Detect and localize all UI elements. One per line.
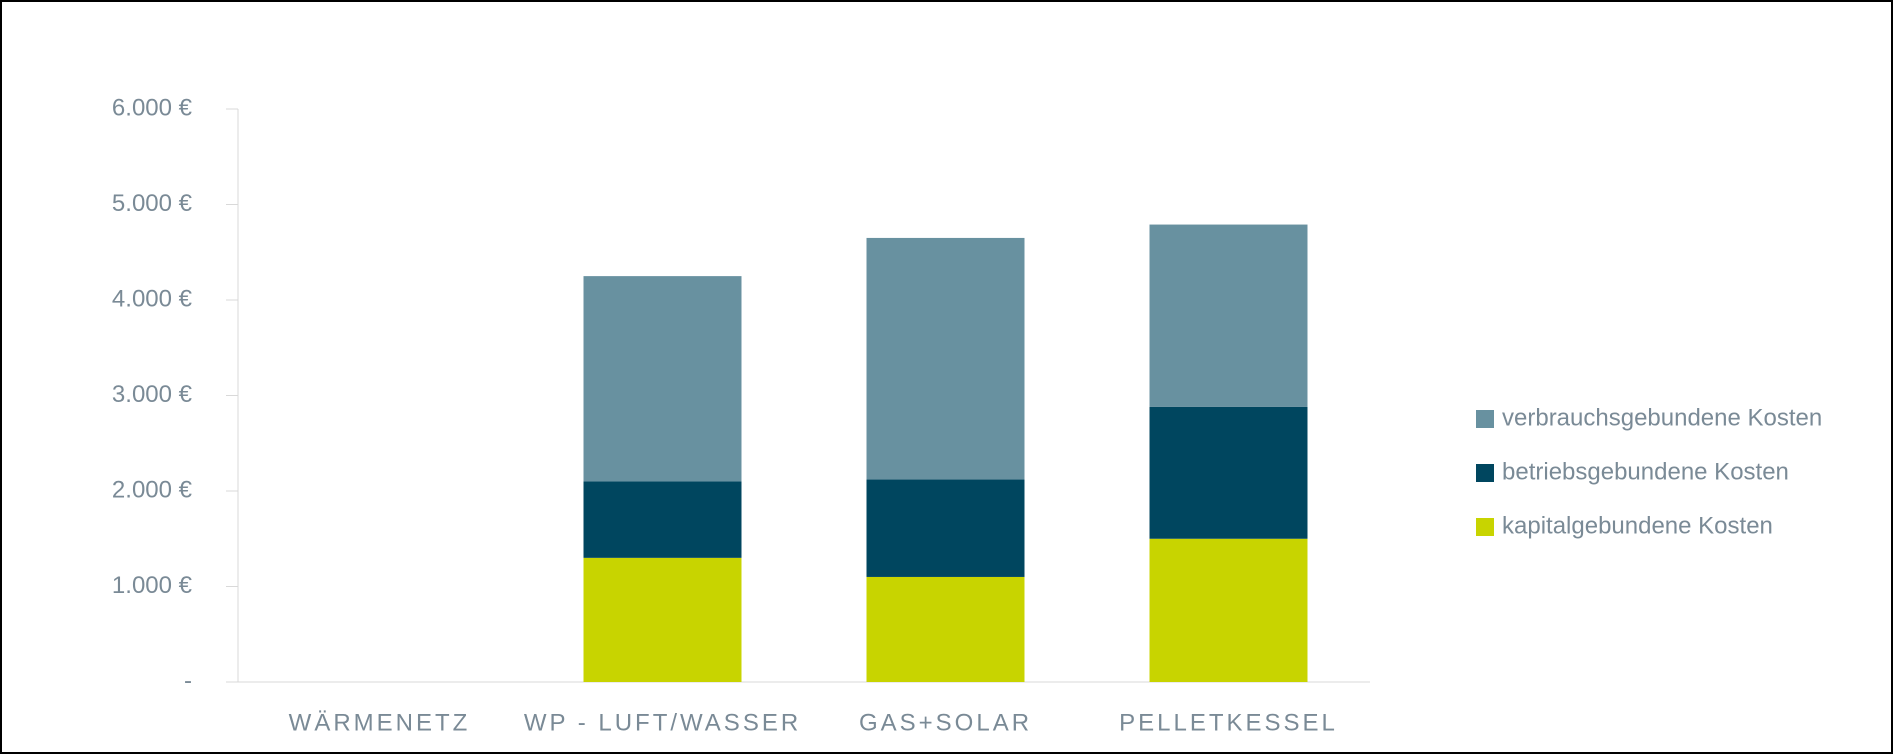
- y-tick-label: 6.000 €: [112, 94, 193, 121]
- bar-segment: [866, 237, 1025, 480]
- y-tick-label: 3.000 €: [112, 381, 193, 408]
- legend-label: betriebsgebundene Kosten: [1502, 458, 1789, 485]
- bar-segment: [583, 276, 742, 482]
- x-tick-label: PELLETKESSEL: [1119, 709, 1338, 736]
- legend-swatch: [1476, 518, 1494, 536]
- y-tick-label: 2.000 €: [112, 476, 193, 503]
- y-tick-label: 5.000 €: [112, 190, 193, 217]
- bar-segment: [1149, 224, 1308, 407]
- bar-segment: [583, 481, 742, 558]
- bar-segment: [1149, 406, 1308, 539]
- y-tick-label: 1.000 €: [112, 572, 193, 599]
- x-tick-label: WP - LUFT/WASSER: [524, 709, 801, 736]
- x-tick-label: WÄRMENETZ: [289, 709, 471, 736]
- legend-label: verbrauchsgebundene Kosten: [1502, 404, 1822, 431]
- bar-segment: [1149, 538, 1308, 682]
- bar-segment: [866, 479, 1025, 577]
- legend-label: kapitalgebundene Kosten: [1502, 512, 1773, 539]
- y-tick-label: 4.000 €: [112, 285, 193, 312]
- legend-swatch: [1476, 410, 1494, 428]
- bar-segment: [866, 576, 1025, 682]
- x-tick-label: GAS+SOLAR: [859, 709, 1032, 736]
- bar-segment: [583, 557, 742, 682]
- y-tick-label: -: [184, 667, 192, 694]
- legend-swatch: [1476, 464, 1494, 482]
